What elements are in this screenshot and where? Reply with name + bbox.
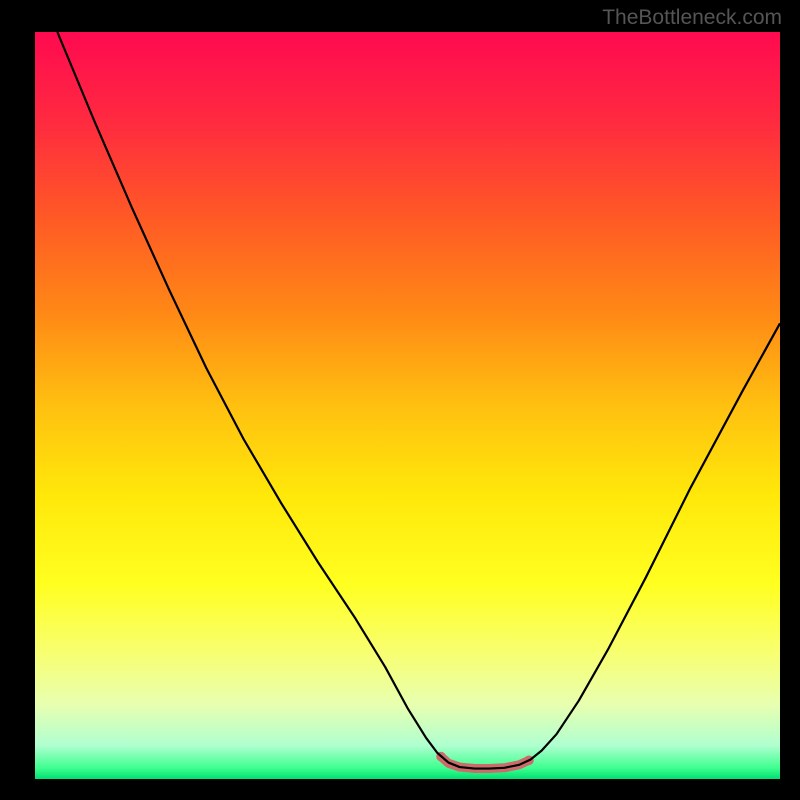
chart-background (35, 32, 780, 779)
bottleneck-chart (35, 32, 780, 779)
watermark-text: TheBottleneck.com (602, 6, 782, 30)
